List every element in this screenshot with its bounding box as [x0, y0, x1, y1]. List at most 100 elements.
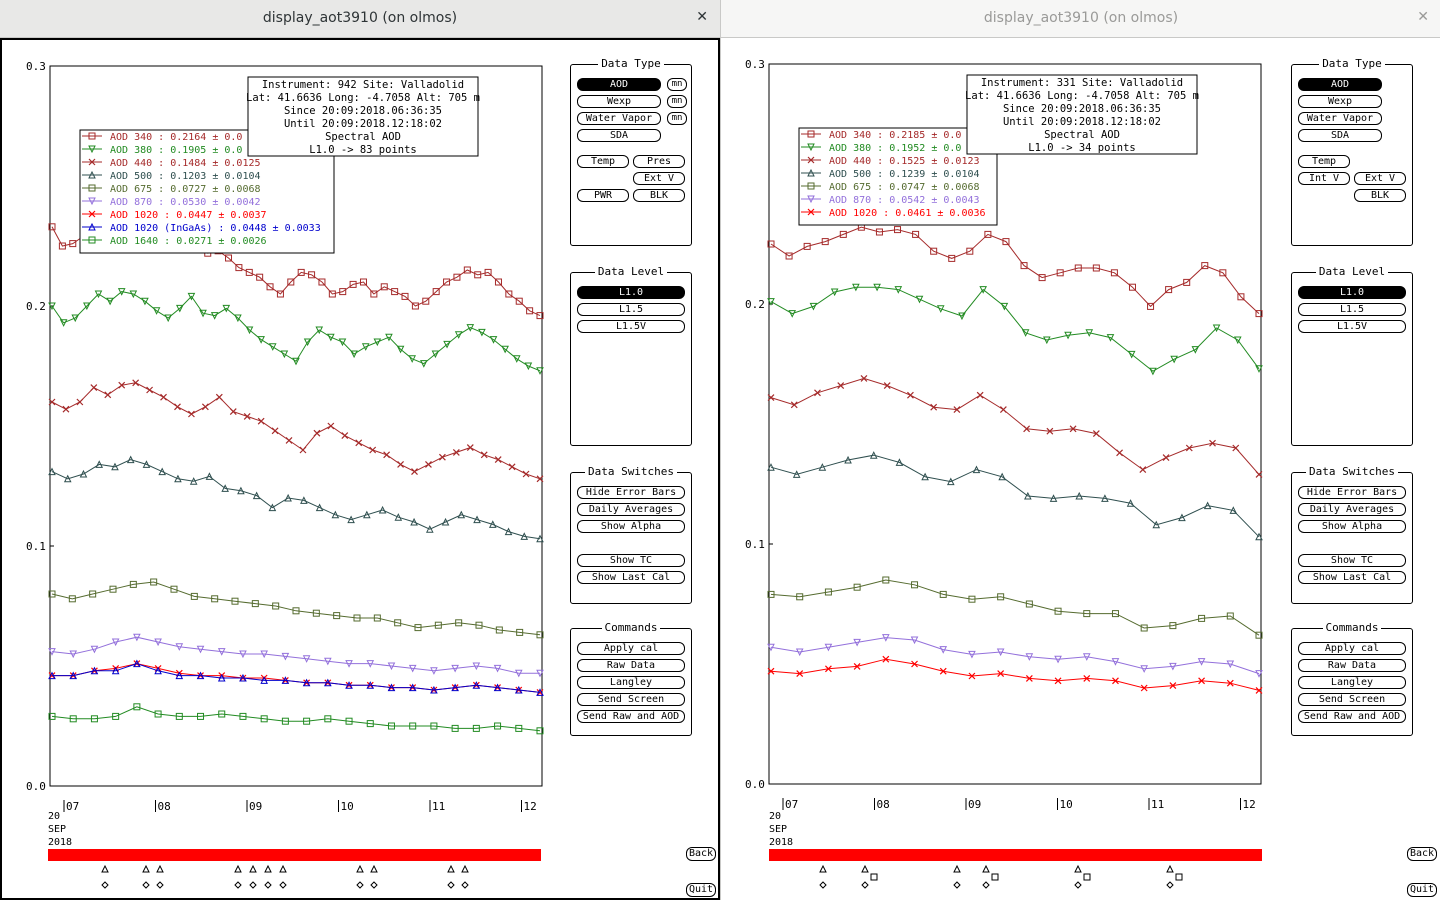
timeline-marker [279, 864, 287, 889]
data-point [767, 394, 775, 402]
raw-data-button[interactable]: Raw Data [1298, 659, 1406, 672]
data-point [1229, 506, 1238, 514]
data-point [196, 671, 205, 680]
apply-cal-button[interactable]: Apply cal [1298, 642, 1406, 655]
timeline-marker [156, 864, 164, 889]
right-titlebar[interactable]: display_aot3910 (on olmos) ✕ [721, 0, 1440, 38]
temp-button[interactable]: Temp [577, 155, 629, 168]
data-point [363, 510, 371, 519]
show-last-cal-button[interactable]: Show Last Cal [1298, 571, 1406, 584]
data-point [154, 666, 162, 675]
data-point [133, 703, 141, 711]
data-point [58, 242, 66, 250]
temp-button[interactable]: Temp [1298, 155, 1350, 168]
hide-error-bars-button[interactable]: Hide Error Bars [577, 486, 685, 499]
data-point [1255, 310, 1263, 318]
data-point [109, 585, 117, 593]
data-point [837, 382, 845, 390]
triangle-icon [156, 864, 164, 873]
langley-button[interactable]: Langley [1298, 676, 1406, 689]
quit-button[interactable]: Quit [686, 883, 716, 897]
show-last-cal-button[interactable]: Show Last Cal [577, 571, 685, 584]
date-day: 20 [48, 811, 61, 822]
show-alpha-button[interactable]: Show Alpha [577, 520, 685, 533]
data-point [875, 228, 883, 236]
pwr-button[interactable]: PWR [577, 189, 629, 202]
send-screen-button[interactable]: Send Screen [577, 693, 685, 706]
data-point [997, 593, 1005, 601]
data-switches-panel: Data Switches Hide Error Bars Daily Aver… [1291, 465, 1413, 604]
left-titlebar[interactable]: display_aot3910 (on olmos) ✕ [0, 0, 720, 38]
x-tick-label: 11 [1151, 798, 1164, 811]
aod-mn-button[interactable]: mn [667, 78, 687, 91]
water-vapor-mn-button[interactable]: mn [667, 112, 687, 125]
level-l15v-button[interactable]: L1.5V [577, 320, 685, 333]
data-point [536, 727, 544, 735]
raw-data-button[interactable]: Raw Data [577, 659, 685, 672]
wexp-button[interactable]: Wexp [1298, 95, 1382, 108]
data-point [353, 614, 361, 622]
ext-v-button[interactable]: Ext V [633, 172, 685, 185]
data-point [1025, 674, 1033, 682]
legend-label: AOD 500 : 0.1239 ± 0.0104 [829, 169, 980, 180]
water-vapor-button[interactable]: Water Vapor [1298, 112, 1382, 125]
send-raw-and-aod-button[interactable]: Send Raw and AOD [1298, 710, 1406, 723]
aod-button[interactable]: AOD [1298, 78, 1382, 91]
right-content: 0.3 0.2 0.1 0.0 07 08 09 10 11 12 AOD 340 : 0.2185… [721, 38, 1440, 900]
show-alpha-button[interactable]: Show Alpha [1298, 520, 1406, 533]
show-tc-button[interactable]: Show TC [577, 554, 685, 567]
show-tc-button[interactable]: Show TC [1298, 554, 1406, 567]
level-l15v-button[interactable]: L1.5V [1298, 320, 1406, 333]
sda-button[interactable]: SDA [1298, 129, 1382, 142]
data-point [767, 590, 775, 598]
int-v-button[interactable]: Int V [1298, 172, 1350, 185]
water-vapor-button[interactable]: Water Vapor [577, 112, 661, 125]
hide-error-bars-button[interactable]: Hide Error Bars [1298, 486, 1406, 499]
data-point [1116, 449, 1123, 457]
series-aod-675 [767, 576, 1263, 639]
data-point [1069, 425, 1077, 433]
timeline-marker [461, 864, 469, 889]
timeline-bar[interactable] [48, 849, 541, 861]
data-point [1255, 631, 1263, 639]
legend-label: AOD 1020 : 0.0461 ± 0.0036 [829, 208, 986, 219]
data-point [976, 391, 984, 399]
send-screen-button[interactable]: Send Screen [1298, 693, 1406, 706]
close-icon[interactable]: ✕ [696, 9, 708, 25]
blk-button[interactable]: BLK [1354, 189, 1406, 202]
daily-averages-button[interactable]: Daily Averages [577, 503, 685, 516]
daily-averages-button[interactable]: Daily Averages [1298, 503, 1406, 516]
data-point [411, 302, 419, 310]
wexp-mn-button[interactable]: mn [667, 95, 687, 108]
back-button[interactable]: Back [686, 847, 716, 861]
data-point [1237, 293, 1245, 301]
data-point [69, 650, 78, 659]
info-line: Spectral AOD [325, 131, 401, 143]
triangle-icon [447, 864, 455, 873]
sda-button[interactable]: SDA [577, 129, 661, 142]
wexp-button[interactable]: Wexp [577, 95, 661, 108]
back-button[interactable]: Back [1407, 847, 1437, 861]
level-l10-button[interactable]: L1.0 [1298, 286, 1406, 299]
langley-button[interactable]: Langley [577, 676, 685, 689]
legend-label: AOD 1020 : 0.0447 ± 0.0037 [110, 210, 267, 221]
quit-button[interactable]: Quit [1407, 883, 1437, 897]
send-raw-and-aod-button[interactable]: Send Raw and AOD [577, 710, 685, 723]
data-point [68, 595, 76, 603]
aod-button[interactable]: AOD [577, 78, 661, 91]
level-l15-button[interactable]: L1.5 [1298, 303, 1406, 316]
data-point [946, 477, 955, 486]
level-l15-button[interactable]: L1.5 [577, 303, 685, 316]
blk-button[interactable]: BLK [633, 189, 685, 202]
timeline-bar[interactable] [769, 849, 1262, 861]
ext-v-button[interactable]: Ext V [1354, 172, 1406, 185]
apply-cal-button[interactable]: Apply cal [577, 642, 685, 655]
info-line: Instrument: 331 Site: Valladolid [981, 77, 1183, 89]
level-l10-button[interactable]: L1.0 [577, 286, 685, 299]
data-point [1233, 336, 1242, 345]
data-point [474, 271, 482, 279]
pres-button[interactable]: Pres [633, 155, 685, 168]
data-point [378, 505, 387, 514]
close-icon[interactable]: ✕ [1417, 9, 1429, 25]
